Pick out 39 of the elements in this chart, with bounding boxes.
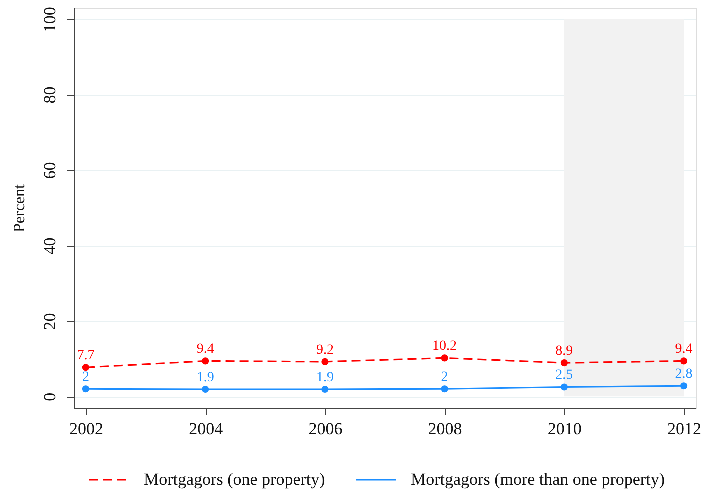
point bbox=[82, 364, 90, 372]
data-label: 9.4 bbox=[675, 342, 693, 358]
x-tick-label: 2008 bbox=[428, 420, 462, 438]
data-label: 9.2 bbox=[316, 342, 334, 358]
point bbox=[560, 360, 568, 367]
legend-label: Mortgagors (one property) bbox=[144, 470, 326, 489]
data-label: 9.4 bbox=[196, 342, 214, 358]
data-label: 1.9 bbox=[316, 370, 334, 386]
point bbox=[441, 386, 448, 393]
point bbox=[680, 382, 688, 390]
y-tick-label: 100 bbox=[40, 7, 60, 33]
y-tick-label: 60 bbox=[40, 162, 60, 180]
y-axis-title: Percent bbox=[12, 184, 28, 232]
data-label: 10.2 bbox=[432, 339, 458, 354]
legend-label: Mortgagors (more than one property) bbox=[411, 470, 665, 489]
data-label: 2.5 bbox=[556, 368, 574, 384]
point bbox=[322, 386, 329, 394]
x-tick-label: 2002 bbox=[69, 420, 104, 438]
y-tick-label: 20 bbox=[40, 313, 60, 330]
data-label: 1.9 bbox=[196, 370, 214, 386]
data-label: 8.9 bbox=[556, 344, 574, 360]
x-tick-label: 2006 bbox=[308, 420, 343, 438]
point bbox=[202, 386, 210, 394]
data-label: 2 bbox=[441, 370, 448, 386]
point bbox=[202, 358, 210, 365]
y-tick-label: 40 bbox=[40, 238, 60, 255]
x-tick-label: 2004 bbox=[189, 420, 224, 438]
y-tick-label: 80 bbox=[40, 86, 60, 104]
point bbox=[560, 384, 568, 391]
point bbox=[322, 358, 329, 366]
point bbox=[82, 386, 90, 393]
y-tick-label: 0 bbox=[40, 392, 60, 402]
data-label: 2.8 bbox=[675, 367, 693, 382]
x-tick-label: 2010 bbox=[548, 420, 582, 438]
x-tick-label: 2012 bbox=[668, 420, 702, 438]
point bbox=[441, 354, 448, 362]
data-label: 2 bbox=[82, 370, 90, 386]
point bbox=[680, 358, 688, 365]
data-label: 7.7 bbox=[77, 348, 95, 364]
